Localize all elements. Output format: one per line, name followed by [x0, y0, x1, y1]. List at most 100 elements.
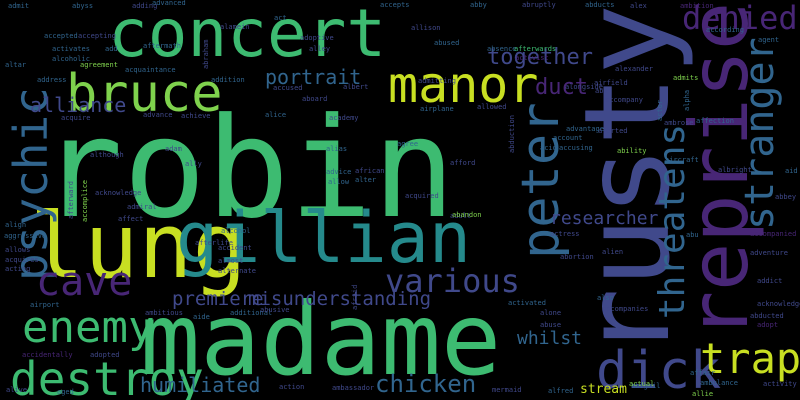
cloud-word: actor	[656, 99, 664, 121]
cloud-word: airport	[30, 301, 60, 309]
cloud-word: addition	[211, 76, 245, 84]
cloud-word: academy	[329, 114, 359, 122]
cloud-word: allie	[692, 390, 714, 398]
cloud-word: aftermath	[143, 42, 181, 50]
cloud-word: agree	[397, 140, 419, 148]
cloud-word: alfred	[548, 387, 574, 395]
cloud-word: alternate	[218, 267, 256, 275]
cloud-word: advanced	[152, 0, 186, 7]
cloud-word: cave	[36, 259, 133, 305]
cloud-word: abraham	[202, 39, 210, 70]
cloud-word: misunderstanding	[248, 288, 432, 310]
cloud-word: adventure	[750, 249, 788, 257]
cloud-word: alley	[309, 45, 331, 53]
cloud-word: aircraft	[665, 156, 699, 164]
cloud-word: allison	[411, 24, 441, 32]
cloud-word: activity	[763, 380, 797, 388]
cloud-word: whilst	[517, 328, 583, 349]
cloud-word: alongside	[565, 83, 603, 91]
cloud-word: lung	[30, 194, 247, 299]
cloud-word: abbey	[775, 193, 797, 201]
cloud-word: accompany	[605, 96, 643, 104]
cloud-word: dick	[596, 341, 722, 400]
cloud-word: accident	[218, 244, 252, 252]
cloud-word: agreement	[80, 61, 118, 69]
cloud-word: acquire	[61, 114, 91, 122]
cloud-word: portrait	[265, 65, 362, 89]
cloud-word: alter	[355, 176, 377, 184]
cloud-word: advantage	[566, 125, 604, 133]
cloud-word: additional	[230, 309, 273, 317]
cloud-word: add	[105, 45, 118, 53]
cloud-word: acquires	[5, 256, 39, 264]
cloud-word: advice	[326, 168, 352, 176]
cloud-word: accompanies	[602, 305, 649, 313]
cloud-word: align	[5, 221, 27, 229]
cloud-word: airplane	[420, 105, 454, 113]
cloud-word: afterward	[67, 180, 75, 219]
cloud-word: abusive	[260, 306, 290, 314]
cloud-word: acquaintance	[125, 66, 176, 74]
cloud-word: absence	[487, 45, 517, 53]
cloud-word: afford	[450, 159, 476, 167]
cloud-word: altar	[5, 61, 27, 69]
cloud-word: threatens	[652, 124, 693, 320]
cloud-word: aide	[193, 313, 210, 321]
cloud-word: address	[37, 76, 67, 84]
cloud-word: accepted	[44, 32, 78, 40]
cloud-word: addict	[757, 277, 783, 285]
cloud-word: afterwards	[514, 45, 557, 53]
cloud-word: accompanied	[750, 230, 797, 238]
cloud-word: aboard	[302, 95, 328, 103]
cloud-word: alamein	[220, 23, 250, 31]
cloud-word: act	[274, 14, 287, 22]
cloud-word: denied	[682, 0, 798, 37]
cloud-word: concert	[108, 0, 387, 72]
cloud-word: alice	[265, 111, 287, 119]
cloud-word: afterlife	[195, 239, 233, 247]
cloud-word: enemy	[22, 302, 155, 353]
cloud-word: allows	[5, 246, 31, 254]
cloud-word: airfield	[594, 79, 628, 87]
cloud-word: agent	[758, 36, 780, 44]
cloud-word: accusing	[559, 144, 593, 152]
cloud-word: also	[597, 294, 614, 302]
cloud-word: abortion	[560, 253, 594, 261]
cloud-word: admits	[673, 74, 699, 82]
cloud-word: admiral	[127, 203, 157, 211]
cloud-word: action	[279, 383, 305, 391]
cloud-word: ability	[617, 147, 647, 155]
cloud-word: bruce	[66, 64, 223, 124]
cloud-word: almost	[218, 257, 244, 265]
cloud-word: abe	[595, 87, 608, 95]
cloud-word: alive	[6, 386, 28, 394]
cloud-word: adopted	[90, 351, 120, 359]
cloud-word: ambrose	[664, 119, 694, 127]
cloud-word: admit	[8, 2, 30, 10]
cloud-word: alias	[326, 145, 348, 153]
cloud-word: mermaid	[492, 386, 522, 394]
cloud-word: accidentally	[22, 351, 73, 359]
cloud-word: duct	[535, 75, 588, 100]
cloud-word: activates	[52, 45, 90, 53]
cloud-word: alexander	[615, 65, 653, 73]
cloud-word: ambulance	[700, 379, 738, 387]
cloud-word: alcoholic	[52, 55, 90, 63]
cloud-word: affair	[690, 369, 716, 377]
cloud-word: abduction	[508, 114, 516, 153]
cloud-word: abuse	[540, 321, 562, 329]
cloud-word: albert	[343, 83, 369, 91]
cloud-word: albright	[718, 166, 752, 174]
cloud-word: actress	[550, 230, 580, 238]
cloud-word: together	[487, 45, 593, 70]
cloud-word: activist	[515, 54, 549, 62]
cloud-word: acting	[5, 265, 31, 273]
cloud-word: stranger	[737, 37, 783, 230]
cloud-word: accepting	[78, 32, 116, 40]
cloud-word: adding	[132, 2, 158, 10]
cloud-word: humiliated	[140, 373, 261, 397]
cloud-word: according	[706, 26, 744, 34]
cloud-word: accepts	[380, 1, 410, 9]
cloud-word: abu	[686, 231, 699, 239]
